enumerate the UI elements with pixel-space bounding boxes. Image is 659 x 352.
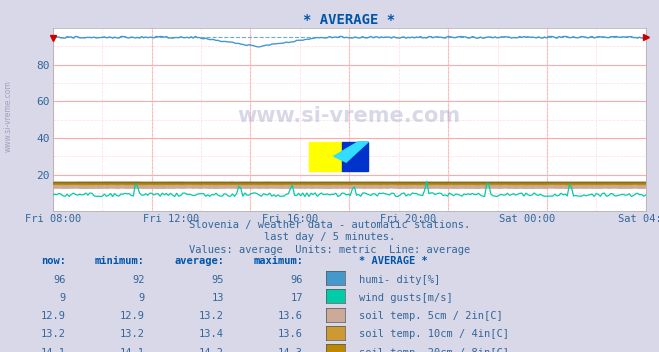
Text: www.si-vreme.com: www.si-vreme.com: [3, 80, 13, 152]
Polygon shape: [333, 142, 368, 162]
Text: 9: 9: [60, 293, 66, 303]
Text: 12.9: 12.9: [41, 311, 66, 321]
Text: soil temp. 5cm / 2in[C]: soil temp. 5cm / 2in[C]: [359, 311, 503, 321]
Text: 13.2: 13.2: [41, 329, 66, 339]
Text: Values: average  Units: metric  Line: average: Values: average Units: metric Line: aver…: [189, 245, 470, 254]
Text: * AVERAGE *: * AVERAGE *: [359, 256, 428, 266]
Text: 14.1: 14.1: [120, 348, 145, 352]
Text: 96: 96: [291, 275, 303, 284]
Text: average:: average:: [174, 256, 224, 266]
Text: humi- dity[%]: humi- dity[%]: [359, 275, 440, 284]
Text: now:: now:: [41, 256, 66, 266]
Text: 92: 92: [132, 275, 145, 284]
Text: 13.6: 13.6: [278, 311, 303, 321]
Text: 95: 95: [212, 275, 224, 284]
Text: 96: 96: [53, 275, 66, 284]
Text: 14.1: 14.1: [41, 348, 66, 352]
Text: 13.6: 13.6: [278, 329, 303, 339]
Text: 13.2: 13.2: [120, 329, 145, 339]
Polygon shape: [342, 142, 368, 171]
Text: 9: 9: [139, 293, 145, 303]
Text: 12.9: 12.9: [120, 311, 145, 321]
Text: 13.2: 13.2: [199, 311, 224, 321]
Text: last day / 5 minutes.: last day / 5 minutes.: [264, 232, 395, 242]
Title: * AVERAGE *: * AVERAGE *: [303, 13, 395, 27]
Text: www.si-vreme.com: www.si-vreme.com: [238, 106, 461, 126]
Text: 17: 17: [291, 293, 303, 303]
Text: minimum:: minimum:: [95, 256, 145, 266]
Polygon shape: [309, 142, 342, 171]
Text: soil temp. 10cm / 4in[C]: soil temp. 10cm / 4in[C]: [359, 329, 509, 339]
Text: 13.4: 13.4: [199, 329, 224, 339]
Text: Slovenia / weather data - automatic stations.: Slovenia / weather data - automatic stat…: [189, 220, 470, 230]
Text: 14.2: 14.2: [199, 348, 224, 352]
Text: 13: 13: [212, 293, 224, 303]
Text: wind gusts[m/s]: wind gusts[m/s]: [359, 293, 453, 303]
Text: 14.3: 14.3: [278, 348, 303, 352]
Text: maximum:: maximum:: [253, 256, 303, 266]
Text: soil temp. 20cm / 8in[C]: soil temp. 20cm / 8in[C]: [359, 348, 509, 352]
